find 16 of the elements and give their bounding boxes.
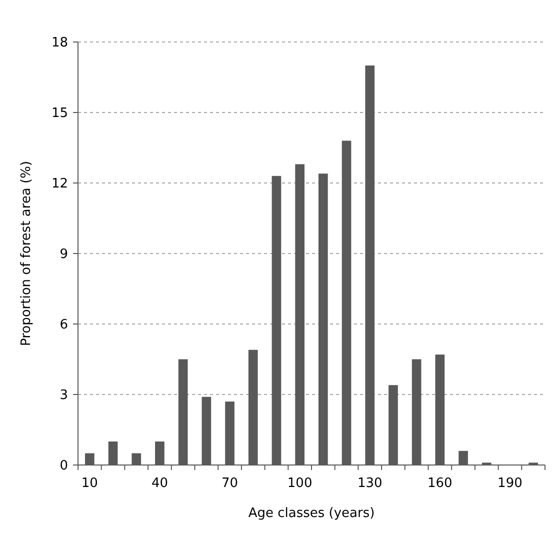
- x-tick-label: 160: [428, 476, 452, 491]
- x-axis-title: Age classes (years): [248, 506, 375, 521]
- y-tick-label: 6: [60, 318, 68, 333]
- x-tick-label: 100: [287, 476, 312, 491]
- x-tick-label: 130: [357, 476, 382, 491]
- y-tick-label: 18: [51, 36, 68, 51]
- y-tick-label: 12: [51, 176, 68, 192]
- x-tick-label: 40: [151, 476, 168, 491]
- y-axis-title: Proportion of forest area (%): [19, 160, 34, 346]
- y-tick-label: 3: [60, 388, 68, 404]
- x-tick-label: 10: [81, 476, 98, 491]
- x-tick-label: 70: [222, 476, 238, 491]
- x-tick-label: 190: [498, 476, 522, 491]
- y-tick-label: 0: [60, 458, 68, 474]
- y-tick-label: 9: [60, 247, 68, 262]
- y-tick-label: 15: [51, 106, 68, 122]
